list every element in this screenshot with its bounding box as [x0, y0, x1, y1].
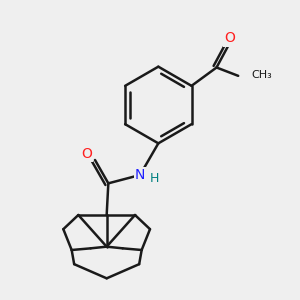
Text: CH₃: CH₃ [251, 70, 272, 80]
Text: O: O [81, 147, 92, 161]
Text: N: N [135, 168, 145, 182]
Text: H: H [149, 172, 159, 185]
Text: O: O [224, 32, 235, 46]
